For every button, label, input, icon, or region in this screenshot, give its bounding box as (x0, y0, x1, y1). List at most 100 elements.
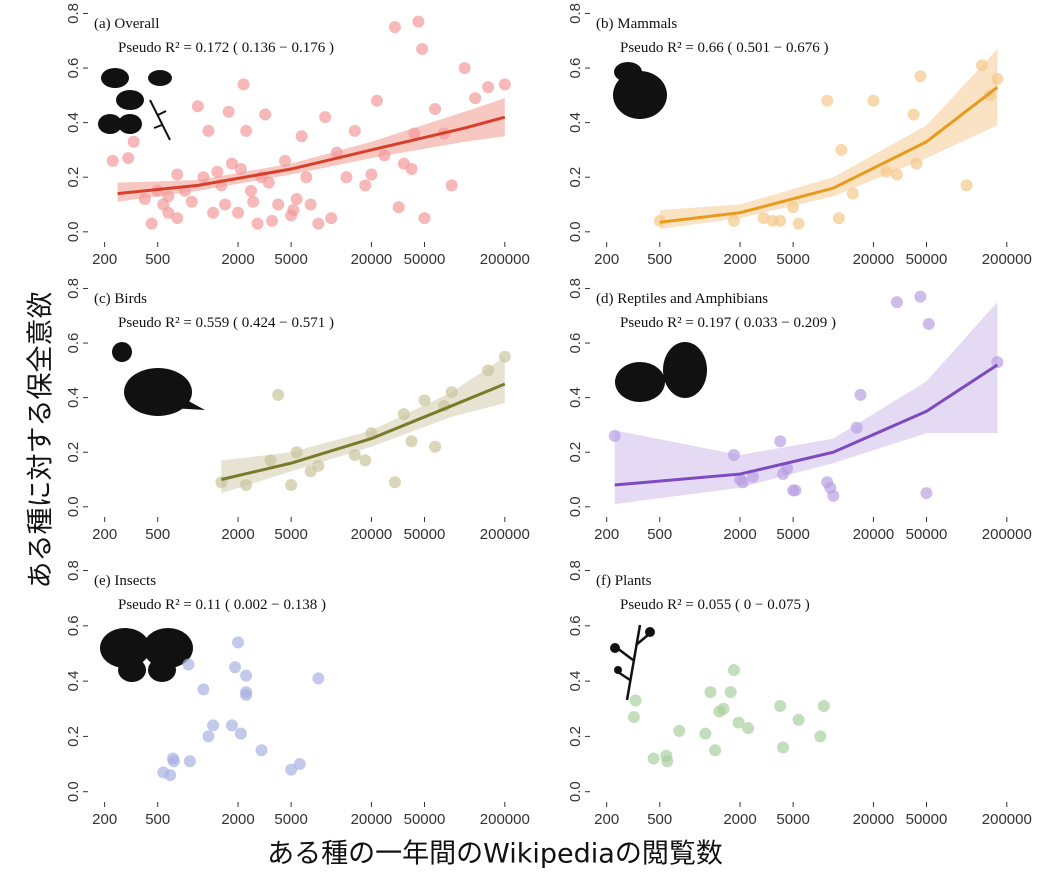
y-tick-label: 0.2 (567, 726, 584, 747)
panel-title: (c) Birds (94, 291, 147, 307)
x-tick-label: 5000 (274, 251, 307, 268)
point (312, 672, 324, 684)
point (340, 171, 352, 183)
y-tick-label: 0.6 (65, 615, 82, 636)
point (851, 422, 863, 434)
point (961, 179, 973, 191)
point (305, 199, 317, 211)
point (259, 108, 271, 120)
point (774, 700, 786, 712)
point (737, 476, 749, 488)
y-tick-label: 0.8 (567, 560, 584, 581)
point (122, 152, 134, 164)
point (835, 144, 847, 156)
point (648, 753, 660, 765)
point (774, 435, 786, 447)
point (661, 755, 673, 767)
point (184, 755, 196, 767)
point (202, 730, 214, 742)
point (240, 686, 252, 698)
point (325, 212, 337, 224)
panel-title: (b) Mammals (596, 16, 677, 32)
point (312, 460, 324, 472)
x-tick-label: 200 (92, 526, 117, 543)
point (499, 78, 511, 90)
point (393, 201, 405, 213)
y-tick-label: 0.0 (65, 781, 82, 802)
x-tick-label: 200000 (982, 526, 1032, 543)
x-tick-label: 50000 (906, 811, 948, 828)
point (742, 722, 754, 734)
point (197, 171, 209, 183)
point (162, 190, 174, 202)
x-tick-label: 20000 (351, 811, 393, 828)
y-tick-label: 0.6 (65, 333, 82, 354)
point (171, 212, 183, 224)
x-tick-label: 200000 (982, 811, 1032, 828)
x-tick-label: 2000 (221, 811, 254, 828)
point (789, 484, 801, 496)
point (107, 155, 119, 167)
point (673, 725, 685, 737)
x-tick-label: 5000 (274, 811, 307, 828)
point (628, 711, 640, 723)
point (186, 196, 198, 208)
point (482, 364, 494, 376)
y-tick-label: 0.4 (65, 671, 82, 692)
point (291, 193, 303, 205)
point (910, 158, 922, 170)
point (728, 664, 740, 676)
panel-title: (f) Plants (596, 573, 652, 589)
x-tick-label: 2000 (221, 526, 254, 543)
point (728, 215, 740, 227)
x-tick-label: 200000 (480, 811, 530, 828)
point (238, 78, 250, 90)
point (717, 703, 729, 715)
x-tick-label: 200 (92, 811, 117, 828)
point (923, 318, 935, 330)
point (976, 59, 988, 71)
point (418, 394, 430, 406)
fit-annotation: Pseudo R² = 0.66 ( 0.501 − 0.676 ) (620, 40, 829, 56)
point (164, 769, 176, 781)
point (991, 73, 1003, 85)
point (709, 744, 721, 756)
x-tick-label: 200 (594, 526, 619, 543)
y-tick-label: 0.2 (567, 442, 584, 463)
confidence-band (221, 357, 504, 493)
point (418, 212, 430, 224)
panel: 0.00.20.40.60.82005002000500020000500002… (567, 560, 1032, 828)
fit-annotation: Pseudo R² = 0.172 ( 0.136 − 0.176 ) (118, 40, 334, 56)
point (793, 218, 805, 230)
y-tick-label: 0.6 (567, 333, 584, 354)
x-tick-label: 20000 (853, 251, 895, 268)
point (272, 199, 284, 211)
y-tick-label: 0.2 (567, 167, 584, 188)
y-tick-label: 0.2 (65, 167, 82, 188)
point (371, 95, 383, 107)
x-axis-label: ある種の一年間のWikipediaの閲覧数 (267, 839, 723, 870)
point (908, 108, 920, 120)
x-tick-label: 200 (92, 251, 117, 268)
y-tick-label: 0.4 (65, 112, 82, 133)
point (867, 95, 879, 107)
point (725, 686, 737, 698)
point (412, 16, 424, 28)
y-axis-label: ある種に対する保全意欲 (26, 292, 57, 589)
figure: ある種に対する保全意欲 ある種の一年間のWikipediaの閲覧数 0.0 0.2… (0, 0, 1037, 874)
point (914, 291, 926, 303)
fit-annotation: Pseudo R² = 0.11 ( 0.002 − 0.138 ) (118, 597, 326, 613)
x-tick-label: 200 (594, 251, 619, 268)
point (416, 43, 428, 55)
point (285, 479, 297, 491)
x-tick-label: 500 (647, 811, 672, 828)
point (814, 730, 826, 742)
point (630, 694, 642, 706)
fit-annotation: Pseudo R² = 0.559 ( 0.424 − 0.571 ) (118, 315, 334, 331)
point (171, 168, 183, 180)
point (359, 179, 371, 191)
point (211, 166, 223, 178)
x-tick-label: 2000 (723, 811, 756, 828)
point (279, 155, 291, 167)
